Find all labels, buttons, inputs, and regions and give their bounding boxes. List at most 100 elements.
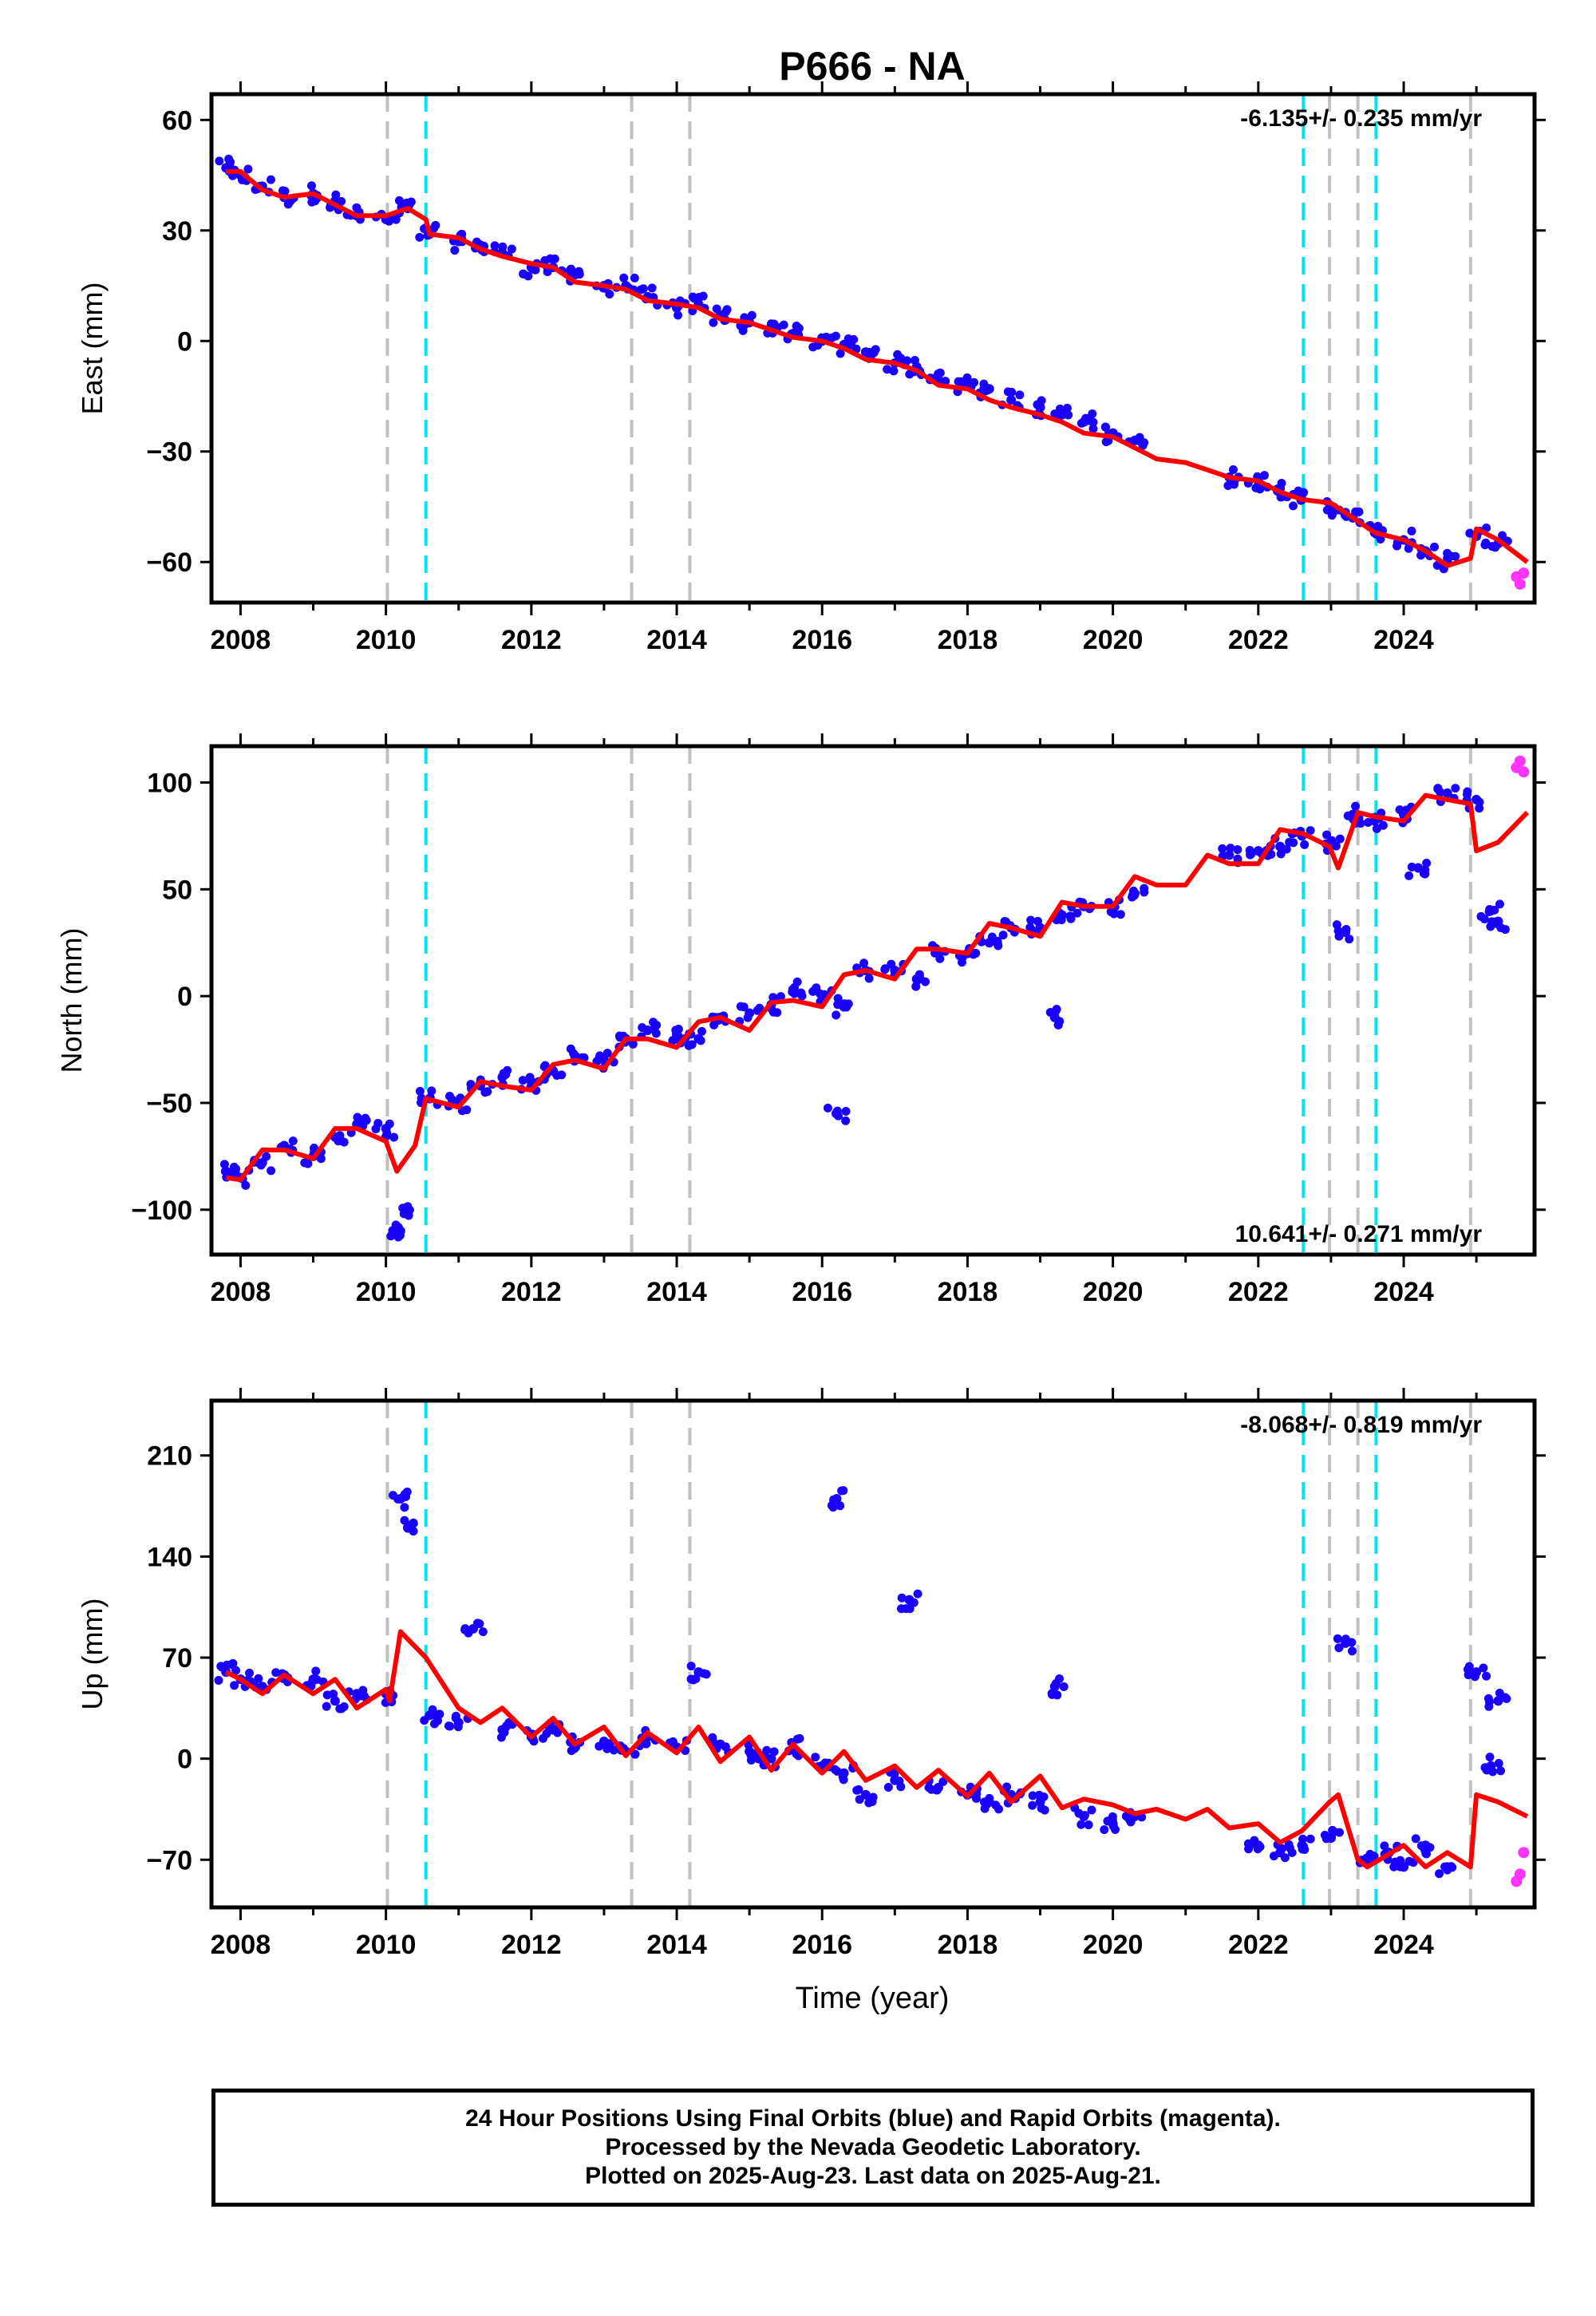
- north-final-point: [1351, 801, 1361, 811]
- north-final-point: [1306, 826, 1315, 836]
- up-final-point: [1028, 1800, 1037, 1810]
- east-final-point: [843, 334, 853, 343]
- east-final-point: [1259, 471, 1269, 480]
- up-final-point: [460, 1624, 470, 1634]
- north-final-point: [935, 954, 945, 963]
- up-final-point: [401, 1492, 411, 1501]
- east-final-point: [1277, 478, 1286, 488]
- north-final-point: [833, 1000, 843, 1010]
- east-final-point: [957, 377, 966, 386]
- east-plot-frame: [209, 92, 1537, 605]
- north-final-point: [462, 1105, 472, 1115]
- north-final-point: [1419, 869, 1428, 879]
- north-final-point: [602, 1049, 612, 1058]
- north-final-point: [1053, 1020, 1063, 1030]
- north-final-point: [267, 1166, 276, 1176]
- north-final-point: [262, 1152, 271, 1161]
- north-y-axis-label: North (mm): [55, 928, 88, 1073]
- up-final-point: [1494, 1758, 1503, 1768]
- north-final-point: [1395, 805, 1404, 815]
- north-final-point: [1487, 917, 1497, 927]
- east-final-point: [266, 175, 275, 184]
- up-final-point: [1087, 1805, 1096, 1815]
- up-final-point: [1250, 1836, 1259, 1845]
- north-final-point: [1065, 911, 1075, 921]
- up-final-point: [896, 1604, 906, 1614]
- north-final-point: [310, 1143, 319, 1152]
- north-final-point: [887, 959, 896, 969]
- up-final-point: [542, 1729, 551, 1738]
- east-final-point: [1451, 551, 1460, 561]
- north-final-point: [1476, 911, 1486, 921]
- east-final-point: [941, 377, 950, 386]
- east-final-point: [1081, 413, 1091, 423]
- up-y-tick-label: 140: [147, 1542, 192, 1572]
- east-final-point: [283, 200, 293, 209]
- east-final-point: [1223, 481, 1233, 491]
- north-final-point: [353, 1113, 362, 1122]
- up-final-point: [838, 1773, 847, 1782]
- north-final-point: [614, 1031, 624, 1041]
- up-final-point: [1298, 1844, 1307, 1854]
- east-final-point: [226, 157, 235, 167]
- north-final-point: [316, 1154, 326, 1164]
- up-final-point: [630, 1749, 640, 1759]
- east-final-point: [630, 273, 639, 283]
- north-final-point: [1226, 844, 1235, 853]
- north-final-point: [1356, 819, 1365, 828]
- north-final-point: [788, 987, 797, 997]
- up-final-point: [1485, 1753, 1495, 1762]
- east-final-point: [1295, 488, 1305, 497]
- east-x-tick-label: 2010: [356, 625, 417, 655]
- east-final-point: [674, 310, 683, 320]
- north-final-point: [957, 958, 966, 967]
- up-final-point: [883, 1782, 893, 1792]
- up-final-point: [686, 1662, 696, 1671]
- up-final-point: [746, 1755, 756, 1765]
- north-final-point: [595, 1051, 605, 1061]
- up-final-point: [832, 1766, 842, 1776]
- east-final-point: [1088, 424, 1098, 433]
- north-final-point: [557, 1070, 567, 1080]
- up-final-point: [1479, 1663, 1488, 1673]
- up-final-point: [1496, 1766, 1506, 1776]
- north-x-tick-label: 2024: [1373, 1277, 1434, 1307]
- north-final-point: [1422, 859, 1432, 868]
- up-final-point: [1287, 1848, 1297, 1857]
- up-final-point: [1493, 1696, 1503, 1706]
- east-final-point: [722, 305, 732, 314]
- north-final-point: [415, 1086, 425, 1096]
- north-x-tick-label: 2014: [646, 1277, 707, 1307]
- footer-line-1: 24 Hour Positions Using Final Orbits (bl…: [465, 2105, 1281, 2132]
- up-final-point: [1028, 1791, 1037, 1800]
- up-final-point: [337, 1704, 346, 1713]
- east-final-point: [450, 246, 460, 255]
- north-final-point: [739, 1002, 749, 1012]
- north-final-point: [483, 1087, 492, 1097]
- east-final-point: [243, 164, 253, 174]
- north-final-point: [300, 1158, 310, 1168]
- footer-line-3: Plotted on 2025-Aug-23. Last data on 202…: [585, 2163, 1161, 2189]
- east-final-point: [543, 267, 552, 277]
- up-final-point: [400, 1503, 409, 1512]
- north-final-point: [696, 1036, 705, 1045]
- east-final-point: [519, 269, 528, 279]
- north-final-point: [755, 1003, 764, 1013]
- up-y-tick-label: −70: [146, 1845, 192, 1875]
- up-final-point: [1051, 1678, 1061, 1688]
- north-y-tick-label: −50: [146, 1089, 192, 1119]
- up-final-point: [854, 1784, 863, 1794]
- north-final-point: [1463, 787, 1472, 796]
- north-final-point: [385, 1119, 394, 1128]
- north-final-point: [288, 1136, 298, 1146]
- up-final-point: [428, 1705, 437, 1714]
- up-x-tick-label: 2018: [938, 1930, 998, 1960]
- up-final-point: [1420, 1845, 1430, 1855]
- east-final-point: [808, 342, 818, 352]
- east-final-point: [883, 365, 892, 374]
- north-final-point: [339, 1137, 349, 1147]
- north-final-point: [768, 1007, 778, 1017]
- east-y-tick-label: 30: [162, 216, 192, 247]
- up-final-point: [400, 1516, 409, 1525]
- east-final-point: [550, 254, 559, 263]
